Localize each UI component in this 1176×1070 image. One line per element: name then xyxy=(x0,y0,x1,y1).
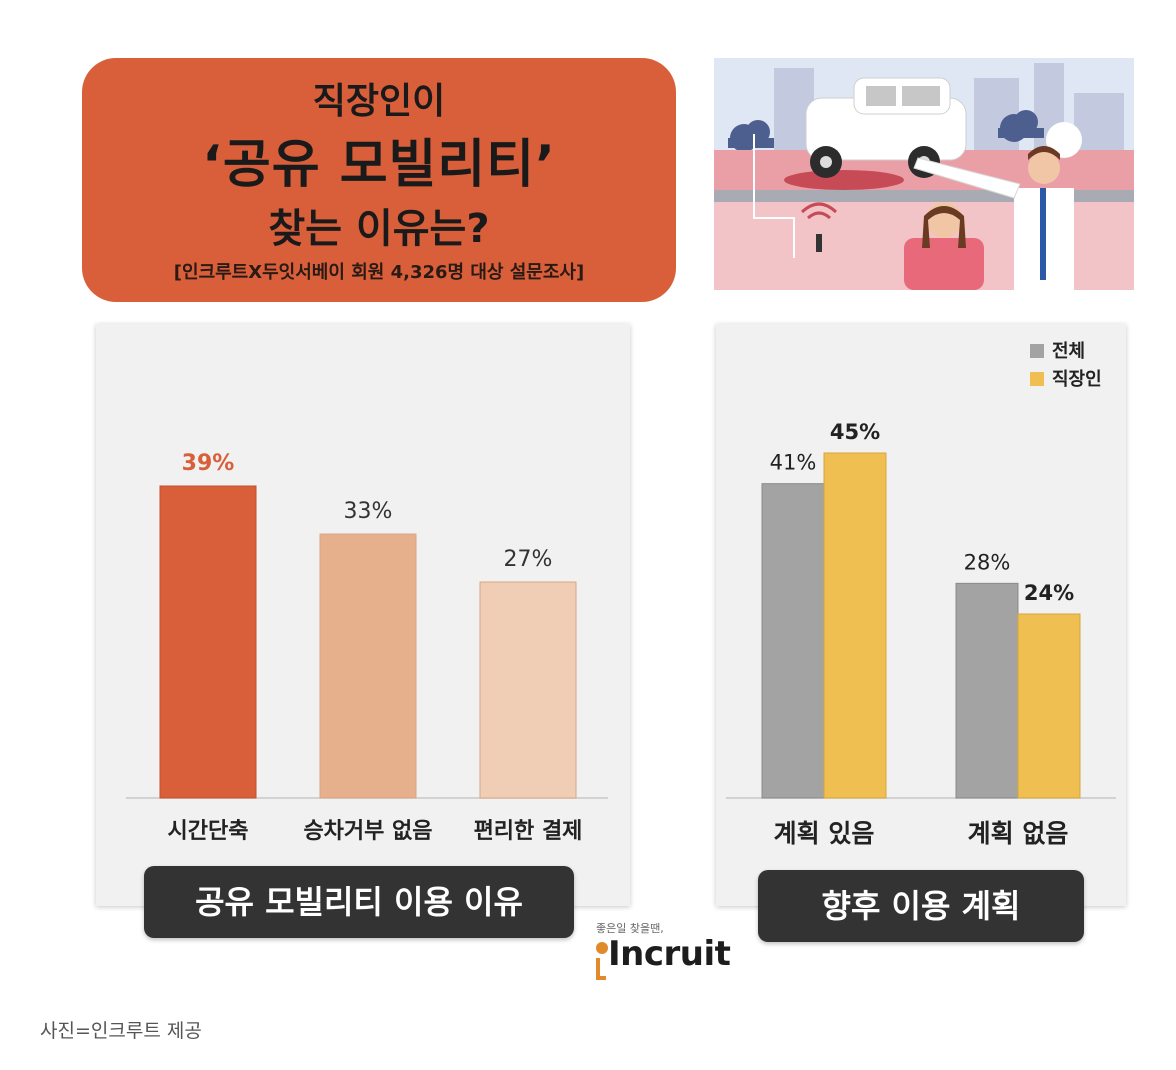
reasons-chart-title: 공유 모빌리티 이용 이유 xyxy=(144,866,574,938)
plans-chart-title: 향후 이용 계획 xyxy=(758,870,1084,942)
logo-bracket-icon xyxy=(596,958,606,980)
bar-계획 있음-2 xyxy=(823,452,887,799)
bar-계획 있음-1 xyxy=(761,483,825,799)
legend-swatch-2 xyxy=(1030,372,1044,386)
logo-dot-icon xyxy=(596,942,608,954)
legend-label-2: 직장인 xyxy=(1052,369,1102,390)
value-label-1-2: 45% xyxy=(830,420,880,444)
incruit-logo: Incruit xyxy=(608,934,731,974)
category-label-3: 편리한 결제 xyxy=(474,819,583,844)
value-label-2: 33% xyxy=(344,499,393,524)
title-line-3: 찾는 이유는? xyxy=(268,206,490,252)
logo-tagline: 좋은일 찾을땐, xyxy=(596,922,664,935)
title-line-1: 직장인이 xyxy=(312,81,446,122)
bar-3 xyxy=(479,581,577,799)
title-line-2: ‘공유 모빌리티’ xyxy=(202,135,556,195)
category-label-1: 시간단축 xyxy=(168,819,249,844)
bar-1 xyxy=(159,485,257,799)
bar-계획 없음-1 xyxy=(955,582,1019,799)
value-label-1: 39% xyxy=(182,451,235,476)
category-label-2: 승차거부 없음 xyxy=(303,819,432,844)
title-box: 직장인이 ‘공유 모빌리티’ 찾는 이유는? [인크루트X두잇서베이 회원 4,… xyxy=(82,58,676,302)
bar-2 xyxy=(319,533,417,799)
survey-source: [인크루트X두잇서베이 회원 4,326명 대상 설문조사] xyxy=(173,262,585,283)
value-label-3: 27% xyxy=(504,547,553,572)
value-label-2-1: 28% xyxy=(964,550,1011,574)
photo-caption: 사진=인크루트 제공 xyxy=(40,1020,202,1042)
category-label-1: 계획 있음 xyxy=(774,819,875,848)
reasons-bar-chart: 39% 시간단축 33% 승차거부 없음 27% 편리한 결제 xyxy=(126,451,608,844)
mobility-illustration xyxy=(714,58,1134,290)
value-label-2-2: 24% xyxy=(1024,581,1074,605)
legend-label-1: 전체 xyxy=(1052,341,1085,362)
reasons-chart-panel: 39% 시간단축 33% 승차거부 없음 27% 편리한 결제 xyxy=(96,324,630,906)
legend-swatch-1 xyxy=(1030,344,1044,358)
bar-계획 없음-2 xyxy=(1017,613,1081,799)
category-label-2: 계획 없음 xyxy=(968,819,1069,848)
value-label-1-1: 41% xyxy=(770,451,817,475)
